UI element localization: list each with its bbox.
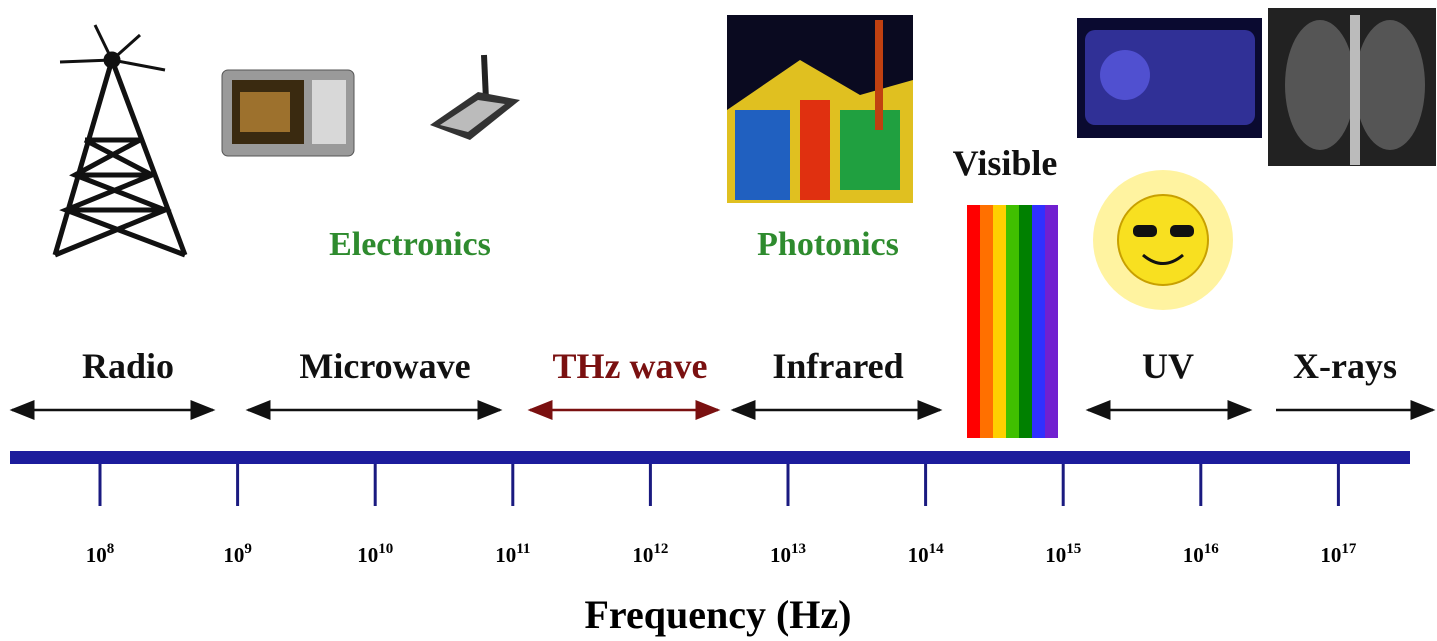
- group-label: Electronics: [329, 226, 491, 263]
- radio-tower-image: [55, 25, 185, 255]
- router-image: [430, 55, 520, 140]
- tick-exponent: 13: [791, 541, 806, 557]
- tick-base: 10: [357, 543, 378, 567]
- band-label: Microwave: [299, 346, 470, 386]
- tick-base: 10: [1045, 543, 1066, 567]
- band-label: Visible: [953, 143, 1058, 183]
- tick-base: 10: [223, 543, 244, 567]
- tick-base: 10: [770, 543, 791, 567]
- tick-label: 1015: [1045, 541, 1081, 567]
- tick-label: 1012: [632, 541, 668, 567]
- group-label: Photonics: [757, 226, 899, 263]
- microwave-image: [222, 70, 354, 156]
- tick-exponent: 9: [244, 541, 252, 557]
- tick-base: 10: [86, 543, 107, 567]
- tick-exponent: 8: [107, 541, 115, 557]
- visible-spectrum: [967, 205, 1058, 438]
- tick-base: 10: [1183, 543, 1204, 567]
- tick-label: 1016: [1183, 541, 1220, 567]
- band-label: X-rays: [1293, 346, 1397, 386]
- band-label: UV: [1142, 346, 1194, 386]
- tick-label: 1014: [908, 541, 945, 567]
- tick-exponent: 12: [653, 541, 668, 557]
- thermal-house-image: [727, 15, 913, 203]
- tick-label: 109: [223, 541, 252, 567]
- tick-exponent: 10: [378, 541, 393, 557]
- tick-exponent: 17: [1341, 541, 1357, 557]
- tick-label: 1011: [495, 541, 530, 567]
- tick-exponent: 14: [929, 541, 945, 557]
- frequency-axis: [10, 451, 1410, 464]
- tick-base: 10: [1320, 543, 1341, 567]
- band-label: Infrared: [772, 346, 903, 386]
- xray-image: [1268, 8, 1436, 166]
- tick-label: 1017: [1320, 541, 1357, 567]
- tick-base: 10: [495, 543, 516, 567]
- tick-exponent: 16: [1204, 541, 1220, 557]
- tick-label: 1013: [770, 541, 806, 567]
- band-label: Radio: [82, 346, 174, 386]
- tick-base: 10: [908, 543, 929, 567]
- tick-label: 108: [86, 541, 115, 567]
- sun-image: [1093, 170, 1233, 310]
- tick-exponent: 15: [1066, 541, 1081, 557]
- spectrum-diagram: Frequency (Hz) Radio Microwave THz wave Inf…: [0, 0, 1437, 641]
- uv-banknote-image: [1077, 18, 1262, 138]
- band-label: THz wave: [553, 346, 708, 386]
- axis-title: Frequency (Hz): [585, 592, 852, 637]
- tick-base: 10: [632, 543, 653, 567]
- tick-exponent: 11: [516, 541, 530, 557]
- tick-label: 1010: [357, 541, 393, 567]
